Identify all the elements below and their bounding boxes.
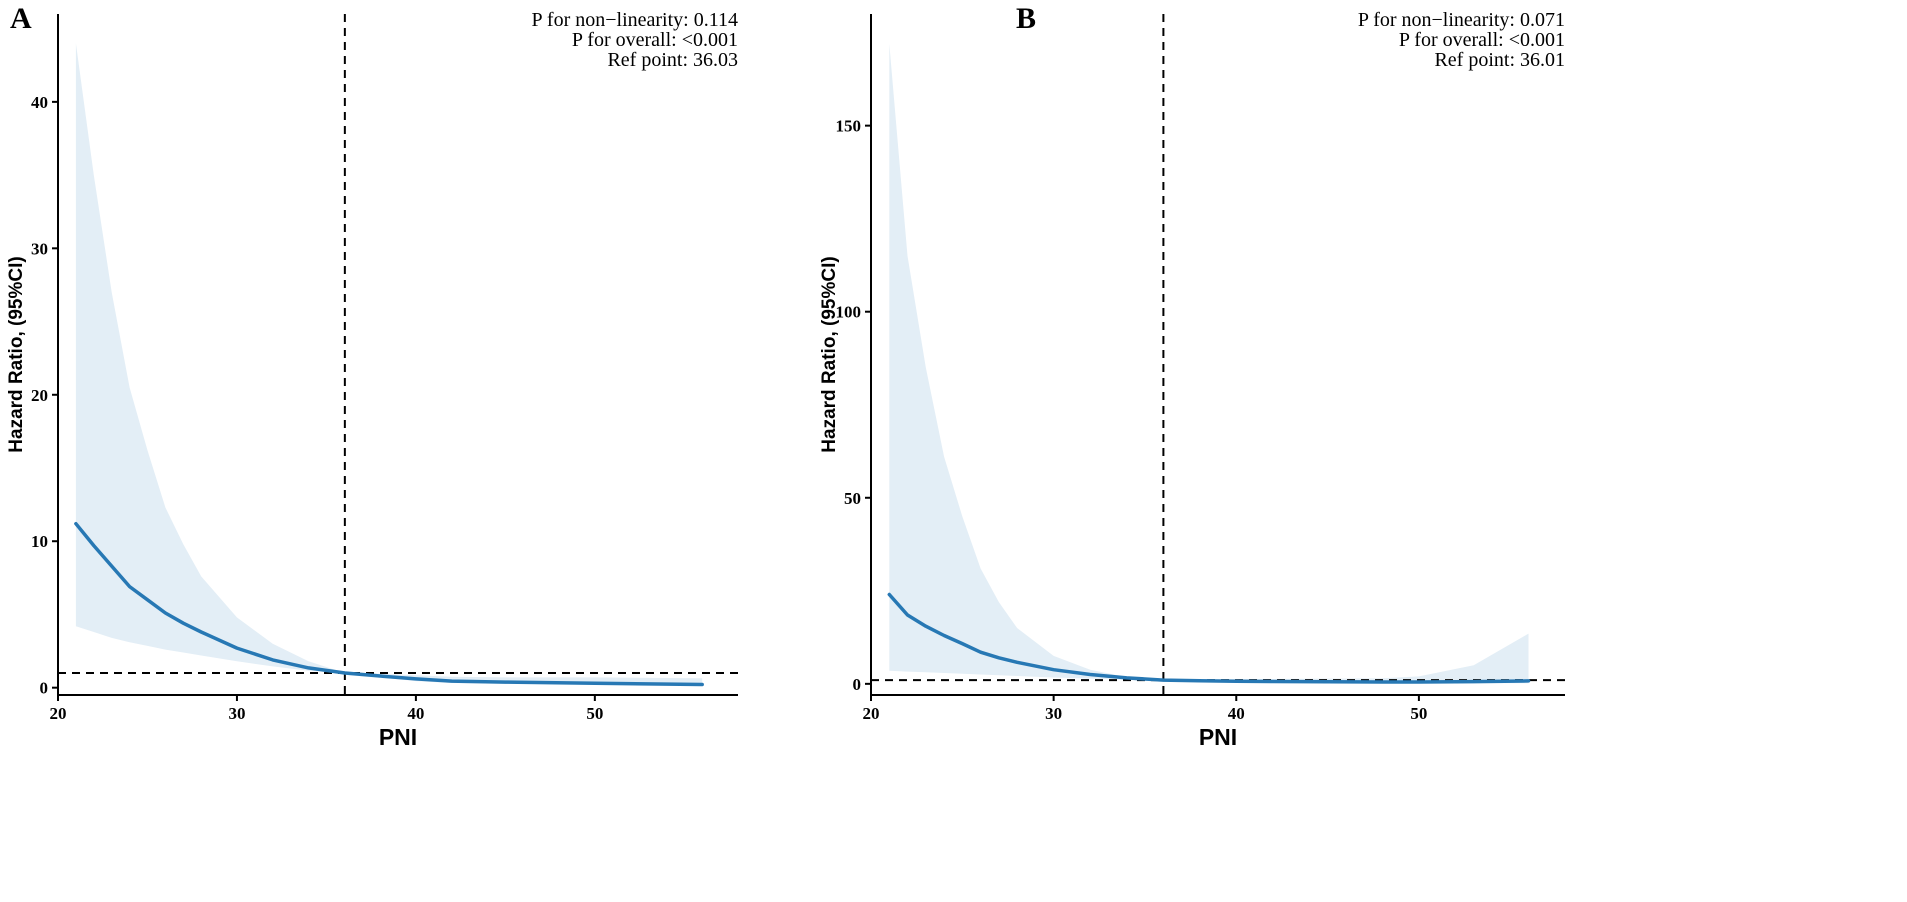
- annotation-label: P for non−linearity:: [1358, 9, 1515, 31]
- x-tick-label: 20: [863, 704, 880, 723]
- hazard-ratio-curve: [74, 521, 704, 687]
- chart-panel-b: B 20 30 40 50 0 50 100 150 PNI Hazard Ratio, (…: [819, 2, 1565, 750]
- hazard-ratio-curve: [887, 592, 1531, 684]
- confidence-band: [75, 43, 703, 686]
- x-tick-label: 50: [586, 704, 603, 723]
- y-tick-label: 20: [31, 386, 48, 405]
- y-tick-label: 30: [31, 239, 48, 258]
- y-tick-label: 10: [31, 532, 48, 551]
- annotation-label: Ref point:: [1434, 49, 1515, 71]
- annotation-label: Ref point:: [607, 49, 688, 71]
- chart-panel-a: A 20 30 40 50 0 10 20 30 40 PNI Hazard Ratio, (…: [6, 2, 738, 750]
- x-tick-label: 20: [50, 704, 67, 723]
- annotation-label: P for overall:: [572, 29, 677, 51]
- annotation-nonlinearity: P for non−linearity: 0.071: [1358, 9, 1565, 31]
- y-axis-ticks: 0 50 100 150: [836, 117, 871, 694]
- annotation-value: 36.01: [1520, 49, 1565, 71]
- x-tick-label: 30: [1045, 704, 1062, 723]
- annotation-value: 0.071: [1520, 9, 1565, 31]
- annotation-label: P for non−linearity:: [532, 9, 689, 31]
- annotation-overall: P for overall: <0.001: [572, 29, 738, 51]
- y-tick-label: 50: [844, 489, 861, 508]
- y-tick-label: 0: [853, 675, 862, 694]
- annotation-value: <0.001: [1509, 29, 1565, 51]
- x-tick-label: 40: [1228, 704, 1245, 723]
- annotation-value: 36.03: [693, 49, 738, 71]
- y-tick-label: 40: [31, 93, 48, 112]
- annotation-nonlinearity: P for non−linearity: 0.114: [532, 9, 738, 31]
- x-tick-label: 40: [407, 704, 424, 723]
- statistics-annotation: P for non−linearity: 0.071 P for overall…: [1358, 9, 1565, 71]
- x-tick-label: 30: [228, 704, 245, 723]
- y-tick-label: 150: [836, 117, 862, 136]
- x-axis-title: PNI: [1199, 724, 1237, 750]
- panel-label: A: [10, 2, 32, 35]
- statistics-annotation: P for non−linearity: 0.114 P for overall…: [532, 9, 738, 71]
- x-tick-label: 50: [1410, 704, 1427, 723]
- y-tick-label: 0: [40, 679, 49, 698]
- annotation-value: <0.001: [682, 29, 738, 51]
- x-axis-ticks: 20 30 40 50: [863, 695, 1427, 723]
- annotation-overall: P for overall: <0.001: [1399, 29, 1565, 51]
- y-tick-label: 100: [836, 303, 862, 322]
- confidence-band: [889, 43, 1529, 684]
- annotation-ref-point: Ref point: 36.03: [607, 49, 738, 71]
- y-axis-ticks: 0 10 20 30 40: [31, 93, 58, 698]
- annotation-label: P for overall:: [1399, 29, 1504, 51]
- x-axis-ticks: 20 30 40 50: [50, 695, 603, 723]
- panel-label: B: [1016, 2, 1036, 35]
- y-axis-title: Hazard Ratio, (95%CI): [819, 256, 840, 452]
- x-axis-title: PNI: [379, 724, 417, 750]
- annotation-value: 0.114: [694, 9, 738, 31]
- y-axis-title: Hazard Ratio, (95%CI): [6, 256, 27, 452]
- annotation-ref-point: Ref point: 36.01: [1434, 49, 1565, 71]
